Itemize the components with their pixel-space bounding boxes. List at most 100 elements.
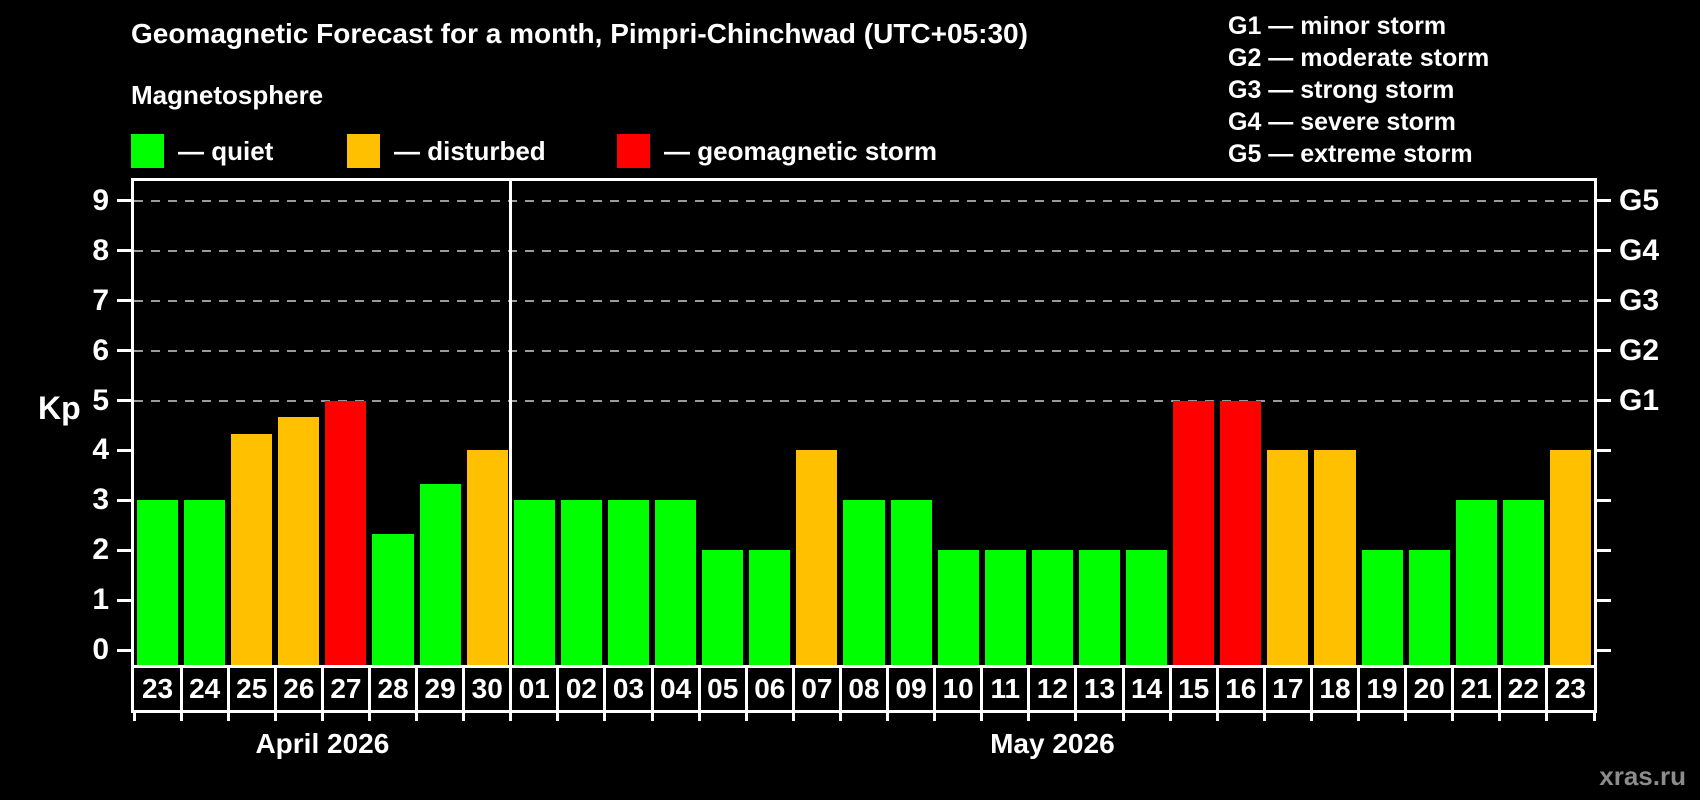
g-scale-legend: G1 — minor storm G2 — moderate storm G3 … — [1228, 10, 1489, 170]
date-boundary-tick — [415, 713, 419, 721]
bar-day-04-may — [655, 500, 697, 665]
date-separator — [886, 668, 890, 710]
date-label-24-apr: 24 — [189, 673, 221, 704]
left-tick-kp2 — [117, 548, 131, 552]
month-label-may: May 2026 — [990, 728, 1115, 759]
date-separator — [933, 668, 937, 710]
date-boundary-tick — [1545, 713, 1549, 721]
legend-label-storm: — geomagnetic storm — [664, 135, 938, 166]
date-label-04-may: 04 — [660, 673, 692, 704]
kp-bar-chart-plot — [131, 178, 1597, 668]
date-boundary-tick — [791, 713, 795, 721]
legend-item-quiet: — quiet — [131, 134, 273, 168]
date-boundary-tick — [1215, 713, 1219, 721]
bar-day-06-may — [749, 550, 791, 665]
date-boundary-tick — [1309, 713, 1313, 721]
date-boundary-tick — [367, 713, 371, 721]
legend-label-disturbed: — disturbed — [394, 135, 546, 166]
date-boundary-tick — [226, 713, 230, 721]
date-boundary-tick — [1074, 713, 1078, 721]
bar-day-23-may — [1549, 450, 1591, 665]
gridline-kp5 — [134, 399, 1594, 402]
bar-day-22-may — [1502, 500, 1544, 665]
storm-color-swatch — [617, 134, 650, 168]
date-separator — [179, 668, 183, 710]
date-separator — [415, 668, 419, 710]
right-axis-label-g2: G2 — [1619, 333, 1660, 367]
y-tick-label-6: 6 — [92, 333, 109, 367]
right-axis-label-g5: G5 — [1619, 183, 1660, 217]
bar-day-30-apr — [466, 450, 508, 665]
date-boundary-tick — [320, 713, 324, 721]
date-separator — [556, 668, 560, 710]
right-tick-kp2 — [1597, 548, 1611, 552]
right-axis-label-g4: G4 — [1619, 233, 1660, 267]
date-label-25-apr: 25 — [236, 673, 268, 704]
quiet-color-swatch — [131, 134, 164, 168]
date-label-20-may: 20 — [1413, 673, 1445, 704]
date-label-26-apr: 26 — [283, 673, 315, 704]
left-tick-kp0 — [117, 648, 131, 652]
bar-day-24-apr — [184, 500, 226, 665]
date-separator — [1027, 668, 1031, 710]
y-tick-label-0: 0 — [92, 633, 109, 666]
date-separator — [273, 668, 277, 710]
y-tick-label-1: 1 — [92, 583, 109, 617]
date-label-17-may: 17 — [1272, 673, 1304, 704]
date-boundary-tick — [1357, 713, 1361, 721]
bar-day-05-may — [702, 550, 744, 665]
y-tick-label-9: 9 — [92, 183, 109, 217]
date-separator — [1121, 668, 1125, 710]
date-separator — [697, 668, 701, 710]
date-label-02-may: 02 — [565, 673, 597, 704]
date-boundary-tick — [1592, 713, 1596, 721]
left-tick-kp7 — [117, 299, 131, 303]
left-tick-kp1 — [117, 598, 131, 602]
g1-legend-row: G1 — minor storm — [1228, 12, 1447, 40]
right-tick-kp6 — [1597, 349, 1611, 353]
bar-day-02-may — [560, 500, 602, 665]
g4-legend-row: G4 — severe storm — [1228, 108, 1456, 136]
g5-legend-row: G5 — extreme storm — [1228, 140, 1473, 168]
bar-day-25-apr — [231, 433, 273, 665]
date-separator — [320, 668, 324, 710]
right-tick-kp7 — [1597, 299, 1611, 303]
date-label-03-may: 03 — [612, 673, 645, 704]
date-boundary-tick — [650, 713, 654, 721]
bar-day-16-may — [1220, 400, 1262, 665]
right-tick-kp9 — [1597, 199, 1611, 203]
y-tick-label-3: 3 — [92, 483, 109, 517]
left-tick-kp3 — [117, 498, 131, 502]
left-tick-kp6 — [117, 349, 131, 353]
right-tick-kp1 — [1597, 598, 1611, 602]
date-boundary-tick — [556, 713, 560, 721]
left-tick-kp4 — [117, 448, 131, 452]
date-boundary-tick — [933, 713, 937, 721]
bar-day-12-may — [1031, 550, 1073, 665]
right-tick-kp8 — [1597, 249, 1611, 253]
y-tick-label-7: 7 — [92, 283, 109, 317]
disturbed-color-swatch — [347, 134, 380, 168]
date-label-01-may: 01 — [518, 673, 550, 704]
bar-day-08-may — [843, 500, 885, 665]
date-separator — [367, 668, 371, 710]
date-label-14-may: 14 — [1131, 673, 1163, 704]
date-boundary-tick — [462, 713, 466, 721]
date-boundary-tick — [980, 713, 984, 721]
date-boundary-tick — [509, 713, 513, 721]
date-separator — [791, 668, 795, 710]
y-tick-label-4: 4 — [92, 433, 109, 467]
bar-day-21-may — [1455, 500, 1497, 665]
y-axis-label-kp: Kp — [38, 390, 81, 426]
gridline-kp8 — [134, 249, 1594, 252]
date-boundary-tick — [132, 713, 136, 721]
y-tick-label-5: 5 — [92, 383, 109, 417]
date-boundary-tick — [697, 713, 701, 721]
date-label-18-may: 18 — [1319, 673, 1351, 704]
date-label-29-apr: 29 — [424, 673, 456, 704]
date-boundary-tick — [603, 713, 607, 721]
date-separator — [1545, 668, 1549, 710]
date-separator — [1074, 668, 1078, 710]
date-separator — [1404, 668, 1408, 710]
